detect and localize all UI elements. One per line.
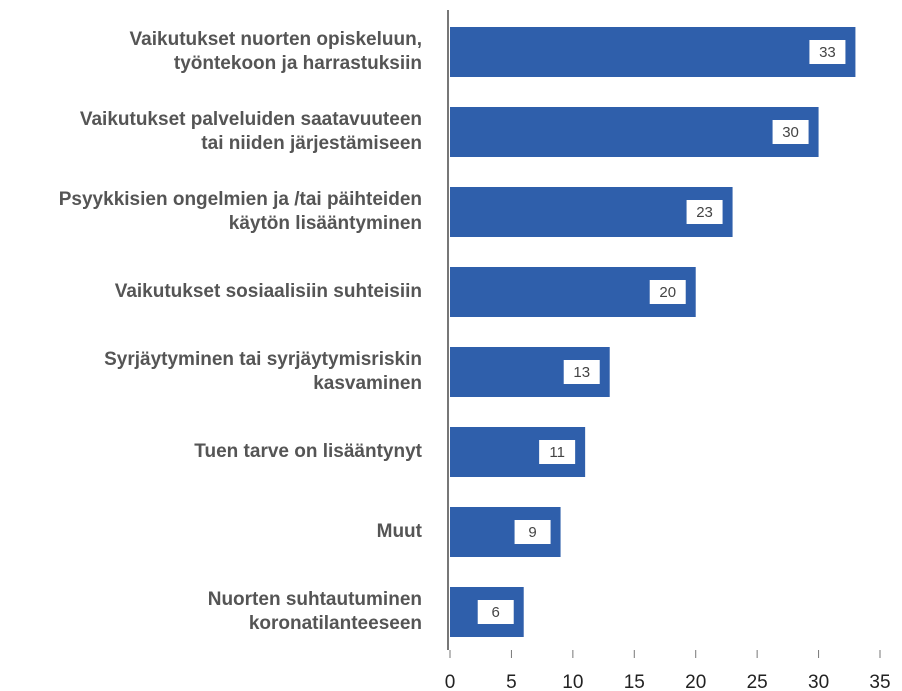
- value-label: 33: [819, 44, 836, 61]
- category-label: Syrjäytyminen tai syrjäytymisriskin: [104, 349, 422, 370]
- category-label: Nuorten suhtautuminen: [208, 589, 422, 610]
- value-label-box: [539, 440, 576, 464]
- value-label-box: [514, 520, 551, 544]
- category-label: kasvaminen: [313, 373, 422, 394]
- x-tick-label: 25: [747, 672, 768, 691]
- value-label: 30: [782, 124, 799, 141]
- value-label: 20: [659, 284, 676, 301]
- x-tick-label: 20: [685, 672, 706, 691]
- x-tick-label: 5: [506, 672, 517, 691]
- value-label-box: [772, 120, 809, 144]
- category-label: käytön lisääntyminen: [229, 213, 422, 234]
- category-label: koronatilanteeseen: [249, 613, 422, 634]
- x-tick-label: 10: [562, 672, 583, 691]
- bar: [450, 187, 733, 237]
- value-label-box: [649, 280, 686, 304]
- value-label: 6: [492, 604, 500, 621]
- category-label: tai niiden järjestämiseen: [201, 133, 422, 154]
- category-label: Tuen tarve on lisääntynyt: [194, 441, 422, 462]
- x-tick-label: 30: [808, 672, 829, 691]
- value-label: 13: [573, 364, 590, 381]
- category-label: Vaikutukset nuorten opiskeluun,: [130, 29, 422, 50]
- bar: [450, 107, 819, 157]
- value-label: 11: [549, 444, 565, 461]
- value-label: 9: [528, 524, 536, 541]
- category-label: Vaikutukset palveluiden saatavuuteen: [80, 109, 422, 130]
- bar: [450, 27, 856, 77]
- value-label-box: [477, 600, 514, 624]
- category-label: työntekoon ja harrastuksiin: [174, 53, 422, 74]
- value-label-box: [809, 40, 846, 64]
- category-label: Psyykkisien ongelmien ja /tai päihteiden: [59, 189, 422, 210]
- value-label-box: [686, 200, 723, 224]
- x-tick-label: 15: [624, 672, 645, 691]
- x-tick-label: 35: [869, 672, 890, 691]
- category-label: Vaikutukset sosiaalisiin suhteisiin: [115, 281, 422, 302]
- value-label: 23: [696, 204, 713, 221]
- x-tick-label: 0: [445, 672, 456, 691]
- value-label-box: [563, 360, 600, 384]
- category-label: Muut: [377, 521, 423, 542]
